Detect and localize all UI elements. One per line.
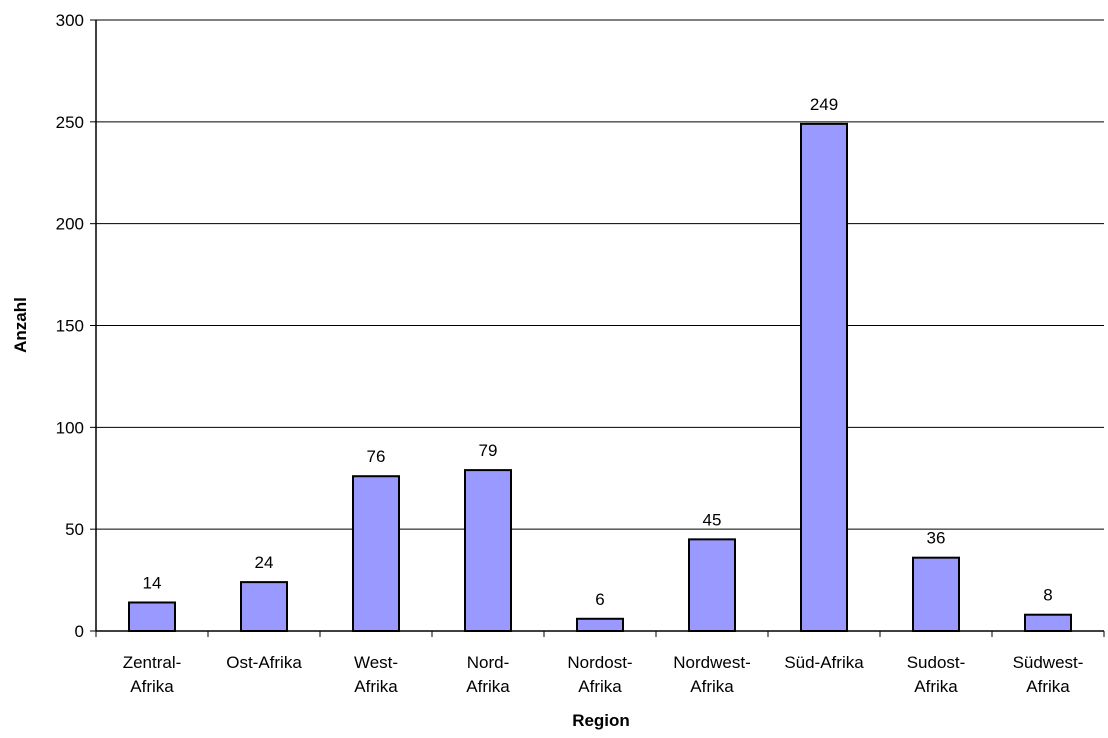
x-category-label: Afrika bbox=[914, 677, 958, 696]
data-label: 8 bbox=[1043, 586, 1052, 605]
data-label: 24 bbox=[255, 553, 274, 572]
data-label: 45 bbox=[703, 510, 722, 529]
y-tick-label: 0 bbox=[75, 622, 84, 641]
x-axis-title: Region bbox=[572, 711, 630, 730]
y-tick-label: 250 bbox=[56, 113, 84, 132]
y-tick-label: 100 bbox=[56, 418, 84, 437]
x-category-label: Nordost- bbox=[567, 653, 632, 672]
bar bbox=[464, 469, 512, 632]
y-tick-label: 150 bbox=[56, 317, 84, 336]
x-category-label: Süd-Afrika bbox=[784, 653, 864, 672]
data-label: 14 bbox=[143, 573, 162, 592]
bars bbox=[128, 122, 1072, 633]
bar bbox=[688, 538, 736, 632]
data-label: 79 bbox=[479, 441, 498, 460]
data-labels: 14 24 76 79 6 45 249 36 8 bbox=[143, 95, 1053, 609]
x-category-label: Afrika bbox=[466, 677, 510, 696]
x-category-label: Nord- bbox=[467, 653, 510, 672]
x-category-label: Afrika bbox=[690, 677, 734, 696]
data-label: 6 bbox=[595, 590, 604, 609]
x-category-label: Nordwest- bbox=[673, 653, 750, 672]
bar bbox=[576, 617, 624, 633]
y-tick-label: 300 bbox=[56, 11, 84, 30]
bar bbox=[800, 122, 848, 633]
x-category-label: Südwest- bbox=[1013, 653, 1084, 672]
x-category-label: Sudost- bbox=[907, 653, 966, 672]
bar bbox=[1024, 613, 1072, 632]
x-category-label: Afrika bbox=[130, 677, 174, 696]
bar bbox=[352, 475, 400, 633]
data-label: 249 bbox=[810, 95, 838, 114]
x-category-label: Zentral- bbox=[123, 653, 182, 672]
x-category-label: Afrika bbox=[578, 677, 622, 696]
x-category-label: Afrika bbox=[1026, 677, 1070, 696]
data-label: 76 bbox=[367, 447, 386, 466]
x-category-label: Afrika bbox=[354, 677, 398, 696]
y-tick-label: 200 bbox=[56, 215, 84, 234]
y-axis-title: Anzahl bbox=[11, 297, 30, 353]
y-tick-label: 50 bbox=[65, 520, 84, 539]
data-label: 36 bbox=[927, 529, 946, 548]
bar bbox=[912, 556, 960, 632]
axes bbox=[90, 19, 1105, 637]
bar bbox=[240, 581, 288, 632]
x-category-label: West- bbox=[354, 653, 398, 672]
bar bbox=[128, 601, 176, 633]
gridlines bbox=[96, 19, 1104, 530]
x-category-label: Ost-Afrika bbox=[226, 653, 302, 672]
x-category-labels: Zentral- Afrika Ost-Afrika West- Afrika Nord-… bbox=[123, 653, 1084, 696]
y-tick-labels: 0 50 100 150 200 250 300 bbox=[56, 11, 84, 641]
